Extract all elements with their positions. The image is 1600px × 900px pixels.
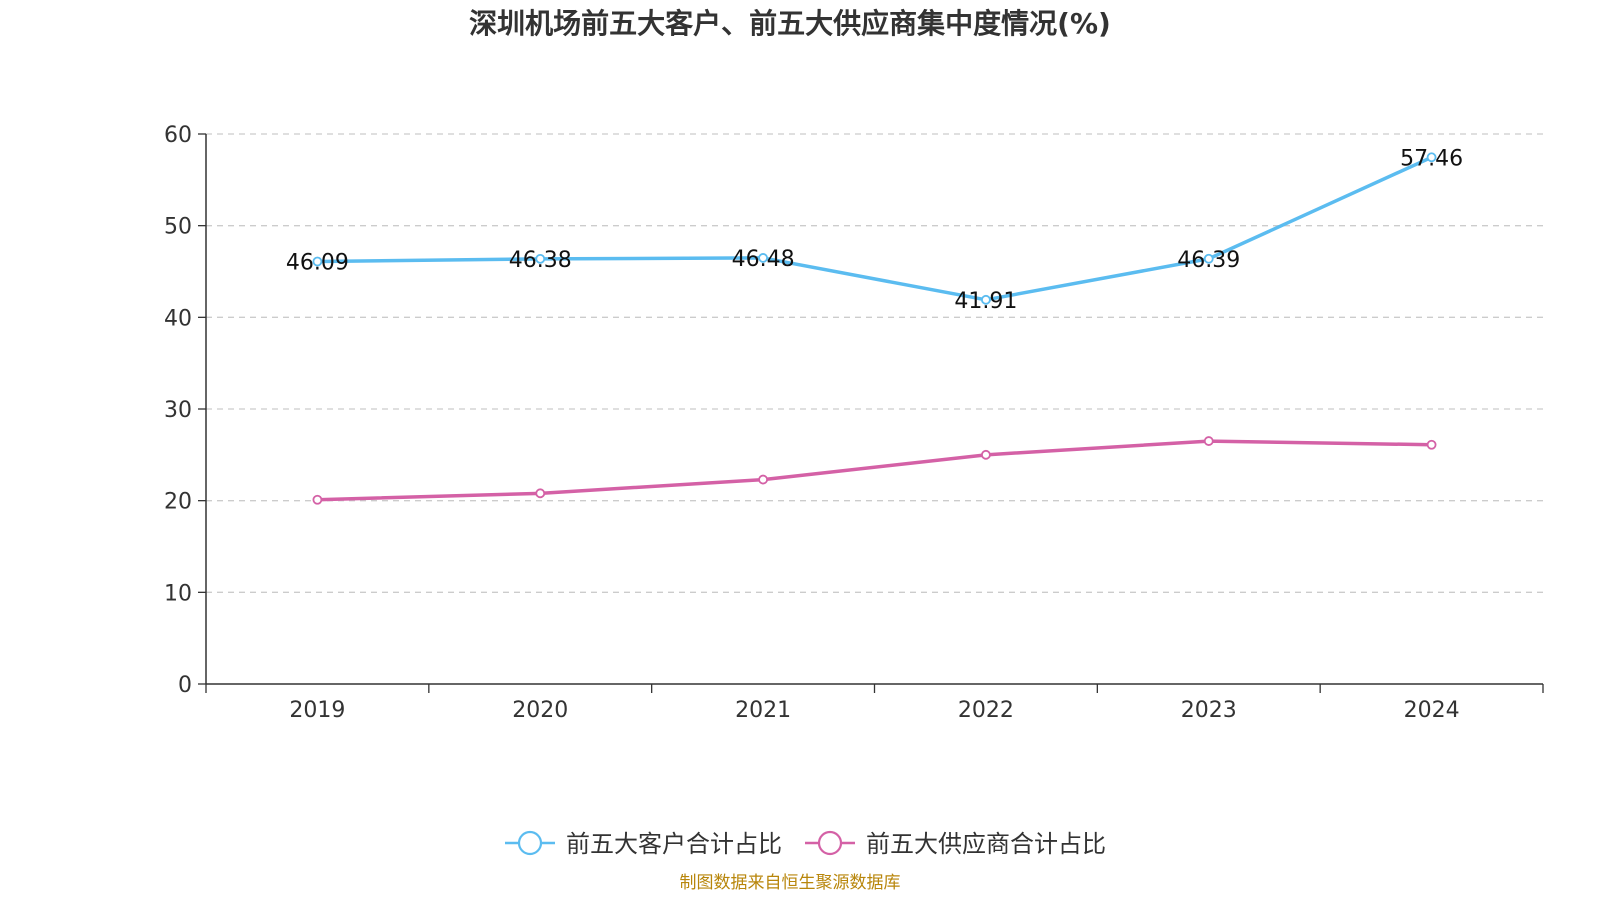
series-1-point-2023[interactable] xyxy=(1203,253,1214,264)
x-tick-label-2019: 2019 xyxy=(289,698,345,723)
data-label-2021: 46.48 xyxy=(732,247,795,272)
data-label-2023: 46.39 xyxy=(1177,248,1240,273)
series-line-1 xyxy=(317,155,1433,302)
data-label-2020: 46.38 xyxy=(509,248,572,273)
series-layer xyxy=(312,152,1437,505)
x-tick-label-2023: 2023 xyxy=(1181,698,1237,723)
y-tick-label-10: 10 xyxy=(164,581,192,606)
series-2-point-2021[interactable] xyxy=(758,474,768,485)
x-tick-label-2024: 2024 xyxy=(1404,698,1460,723)
source-note: 制图数据来自恒生聚源数据库 xyxy=(680,873,901,893)
y-tick-label-50: 50 xyxy=(164,215,192,240)
data-label-2019: 46.09 xyxy=(286,251,349,276)
legend-item-1[interactable]: 前五大客户合计占比 xyxy=(505,830,782,858)
y-tick-label-60: 60 xyxy=(164,123,192,148)
y-tick-label-20: 20 xyxy=(164,490,192,515)
series-1-point-2019[interactable] xyxy=(312,256,323,267)
data-label-2022: 41.91 xyxy=(954,289,1017,314)
y-tick-label-0: 0 xyxy=(178,673,192,698)
series-1-point-2021[interactable] xyxy=(758,253,768,263)
legend-label-2: 前五大供应商合计占比 xyxy=(866,830,1106,858)
x-tick-label-2022: 2022 xyxy=(958,698,1014,723)
legend-marker-2 xyxy=(817,830,843,856)
series-2-point-2022[interactable] xyxy=(981,449,991,460)
y-tick-label-40: 40 xyxy=(164,306,192,331)
data-label-2024: 57.46 xyxy=(1400,146,1463,171)
series-2-point-2019[interactable] xyxy=(312,494,323,505)
grid-lines xyxy=(206,133,1543,593)
axes: 0 10 20 30 40 50 60 2019 2020 2021 2022 2023 2024 xyxy=(164,123,1544,723)
series-line-2 xyxy=(317,439,1432,502)
x-tick-label-2020: 2020 xyxy=(512,698,568,723)
x-tick-label-2021: 2021 xyxy=(735,698,791,723)
series-2-point-2020[interactable] xyxy=(535,488,546,499)
series-1-point-2020[interactable] xyxy=(535,253,546,264)
legend-item-2[interactable]: 前五大供应商合计占比 xyxy=(805,830,1106,858)
legend[interactable]: 前五大客户合计占比 前五大供应商合计占比 xyxy=(505,830,1106,858)
series-1-point-2024[interactable] xyxy=(1426,152,1437,163)
chart-title: 深圳机场前五大客户、前五大供应商集中度情况(%) xyxy=(469,7,1111,40)
series-2-point-2024[interactable] xyxy=(1426,439,1437,450)
series-2-point-2023[interactable] xyxy=(1203,436,1214,446)
legend-label-1: 前五大客户合计占比 xyxy=(566,830,782,858)
data-labels: 46.09 46.38 46.48 41.91 46.39 57.46 xyxy=(286,146,1463,314)
y-tick-label-30: 30 xyxy=(164,398,192,423)
series-1-point-2022[interactable] xyxy=(981,294,991,305)
legend-marker-1 xyxy=(517,830,543,856)
